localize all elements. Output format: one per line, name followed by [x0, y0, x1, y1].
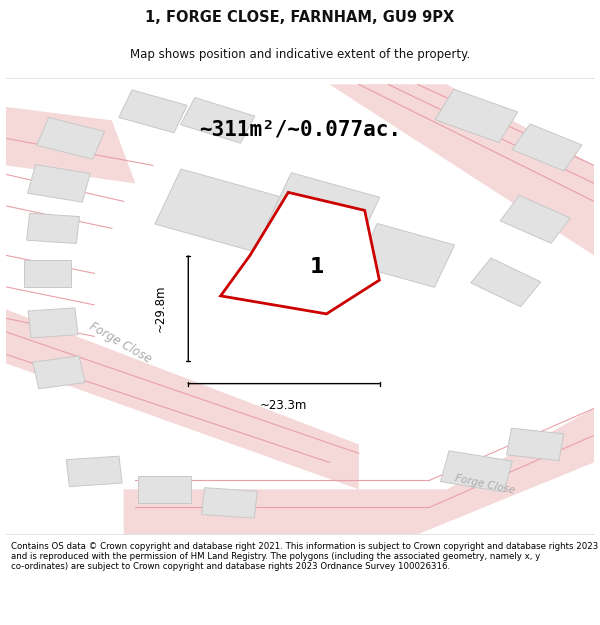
Polygon shape	[440, 451, 512, 492]
Text: Forge Close: Forge Close	[454, 474, 516, 496]
Polygon shape	[119, 90, 187, 133]
Text: Contains OS data © Crown copyright and database right 2021. This information is : Contains OS data © Crown copyright and d…	[11, 542, 598, 571]
Polygon shape	[500, 196, 570, 243]
Text: 1, FORGE CLOSE, FARNHAM, GU9 9PX: 1, FORGE CLOSE, FARNHAM, GU9 9PX	[145, 9, 455, 24]
Text: Forge Close: Forge Close	[88, 320, 154, 366]
Text: ~311m²/~0.077ac.: ~311m²/~0.077ac.	[199, 119, 401, 139]
Polygon shape	[221, 192, 379, 314]
Polygon shape	[267, 173, 380, 248]
Text: ~23.3m: ~23.3m	[260, 399, 308, 412]
Polygon shape	[28, 308, 78, 338]
Polygon shape	[359, 84, 594, 219]
Text: Map shows position and indicative extent of the property.: Map shows position and indicative extent…	[130, 48, 470, 61]
Polygon shape	[512, 124, 582, 171]
Text: 1: 1	[310, 257, 324, 277]
Text: ~29.8m: ~29.8m	[154, 284, 167, 332]
Polygon shape	[37, 118, 104, 159]
Polygon shape	[357, 224, 455, 288]
Polygon shape	[471, 258, 541, 307]
Polygon shape	[329, 84, 594, 256]
Polygon shape	[6, 107, 136, 183]
Polygon shape	[23, 260, 71, 287]
Polygon shape	[506, 428, 564, 461]
Polygon shape	[181, 98, 255, 143]
Polygon shape	[32, 356, 85, 389]
Polygon shape	[202, 488, 257, 518]
Polygon shape	[155, 169, 280, 252]
Polygon shape	[28, 164, 90, 202]
Polygon shape	[435, 89, 518, 142]
Polygon shape	[124, 408, 594, 534]
Polygon shape	[139, 476, 191, 503]
Polygon shape	[6, 309, 359, 489]
Polygon shape	[26, 213, 79, 244]
Polygon shape	[67, 456, 122, 487]
